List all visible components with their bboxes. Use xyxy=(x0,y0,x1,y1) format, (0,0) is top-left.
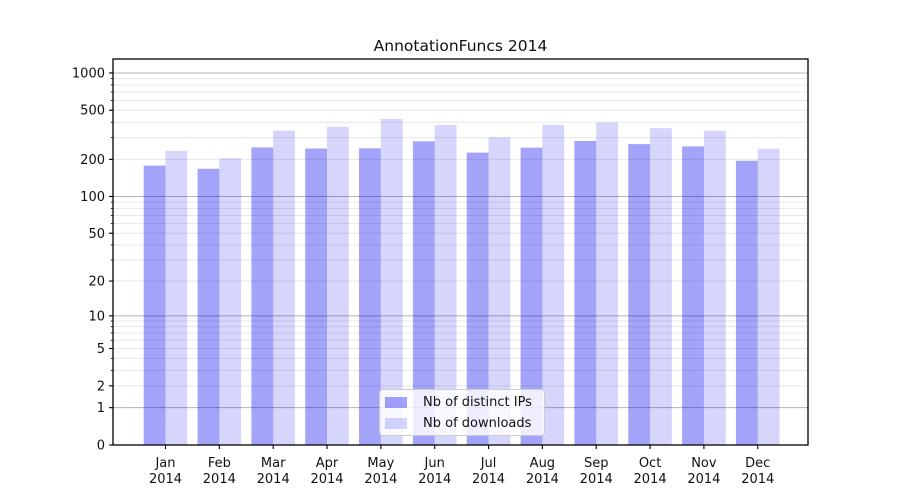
y-tick-label: 2 xyxy=(97,379,105,394)
bar-downloads-aug xyxy=(542,124,565,445)
x-tick-label-month: Sep xyxy=(584,456,609,471)
x-tick-label-month: Mar xyxy=(261,456,286,471)
x-tick-label-year: 2014 xyxy=(310,472,343,487)
y-tick-label: 10 xyxy=(88,309,105,324)
y-tick-label: 200 xyxy=(80,153,105,168)
x-tick-label-month: Dec xyxy=(745,456,770,471)
legend-label-distinct-ips: Nb of distinct IPs xyxy=(423,394,532,410)
chart-title: AnnotationFuncs 2014 xyxy=(373,37,548,55)
legend-item-distinct-ips: Nb of distinct IPs xyxy=(385,393,544,411)
x-tick-label-month: May xyxy=(367,456,394,471)
bar-distinct-ips-oct xyxy=(628,144,651,445)
bar-distinct-ips-sep xyxy=(574,140,597,445)
x-tick-label-month: Oct xyxy=(639,456,661,471)
x-tick-label-year: 2014 xyxy=(634,472,667,487)
bar-distinct-ips-nov xyxy=(682,146,704,446)
x-tick-label-year: 2014 xyxy=(257,472,290,487)
x-tick-label-month: Aug xyxy=(530,456,555,471)
y-tick-label: 100 xyxy=(80,190,105,205)
x-tick-label-month: Jul xyxy=(480,456,497,471)
x-tick-label-month: Feb xyxy=(208,456,231,471)
bar-downloads-jan xyxy=(165,150,188,445)
x-tick-label-year: 2014 xyxy=(687,472,720,487)
x-tick-label-month: Apr xyxy=(316,456,339,471)
bar-downloads-jul xyxy=(488,137,511,445)
bar-downloads-oct xyxy=(650,128,672,446)
bar-distinct-ips-feb xyxy=(197,168,220,445)
x-tick-label-month: Nov xyxy=(691,456,717,471)
bar-distinct-ips-jul xyxy=(466,152,489,445)
y-tick-label: 1000 xyxy=(72,66,105,81)
x-tick-label-month: Jan xyxy=(154,456,175,471)
x-tick-label-year: 2014 xyxy=(580,472,613,487)
bar-distinct-ips-dec xyxy=(735,160,758,445)
bar-distinct-ips-aug xyxy=(520,147,543,445)
legend-swatch-downloads xyxy=(385,417,407,429)
bar-downloads-mar xyxy=(273,130,295,445)
bar-downloads-nov xyxy=(703,130,726,445)
legend-swatch-distinct-ips xyxy=(385,396,407,408)
bar-distinct-ips-mar xyxy=(251,147,274,445)
legend: Nb of distinct IPs Nb of downloads xyxy=(379,389,545,436)
x-tick-label-year: 2014 xyxy=(472,472,505,487)
y-tick-label: 20 xyxy=(88,275,105,290)
bar-downloads-sep xyxy=(596,122,619,445)
bar-downloads-apr xyxy=(327,126,349,446)
x-tick-label-year: 2014 xyxy=(418,472,451,487)
bar-distinct-ips-may xyxy=(359,148,381,445)
x-tick-label-year: 2014 xyxy=(741,472,774,487)
bar-downloads-feb xyxy=(219,158,242,445)
bar-downloads-jun xyxy=(434,124,457,445)
legend-item-downloads: Nb of downloads xyxy=(385,414,544,432)
y-tick-label: 50 xyxy=(88,227,105,242)
bar-distinct-ips-jun xyxy=(412,141,435,445)
bar-distinct-ips-apr xyxy=(305,148,328,445)
legend-label-downloads: Nb of downloads xyxy=(423,415,532,431)
y-tick-label: 0 xyxy=(97,439,105,454)
bar-downloads-dec xyxy=(757,148,780,445)
bar-downloads-may xyxy=(380,118,403,445)
y-tick-label: 500 xyxy=(80,104,105,119)
y-tick-label: 5 xyxy=(97,342,105,357)
x-tick-label-month: Jun xyxy=(424,456,445,471)
x-tick-label-year: 2014 xyxy=(149,472,182,487)
y-tick-label: 1 xyxy=(97,401,105,416)
bar-distinct-ips-jan xyxy=(143,165,166,445)
x-tick-label-year: 2014 xyxy=(526,472,559,487)
x-tick-label-year: 2014 xyxy=(203,472,236,487)
axes-frame xyxy=(112,58,809,446)
x-tick-label-year: 2014 xyxy=(364,472,397,487)
